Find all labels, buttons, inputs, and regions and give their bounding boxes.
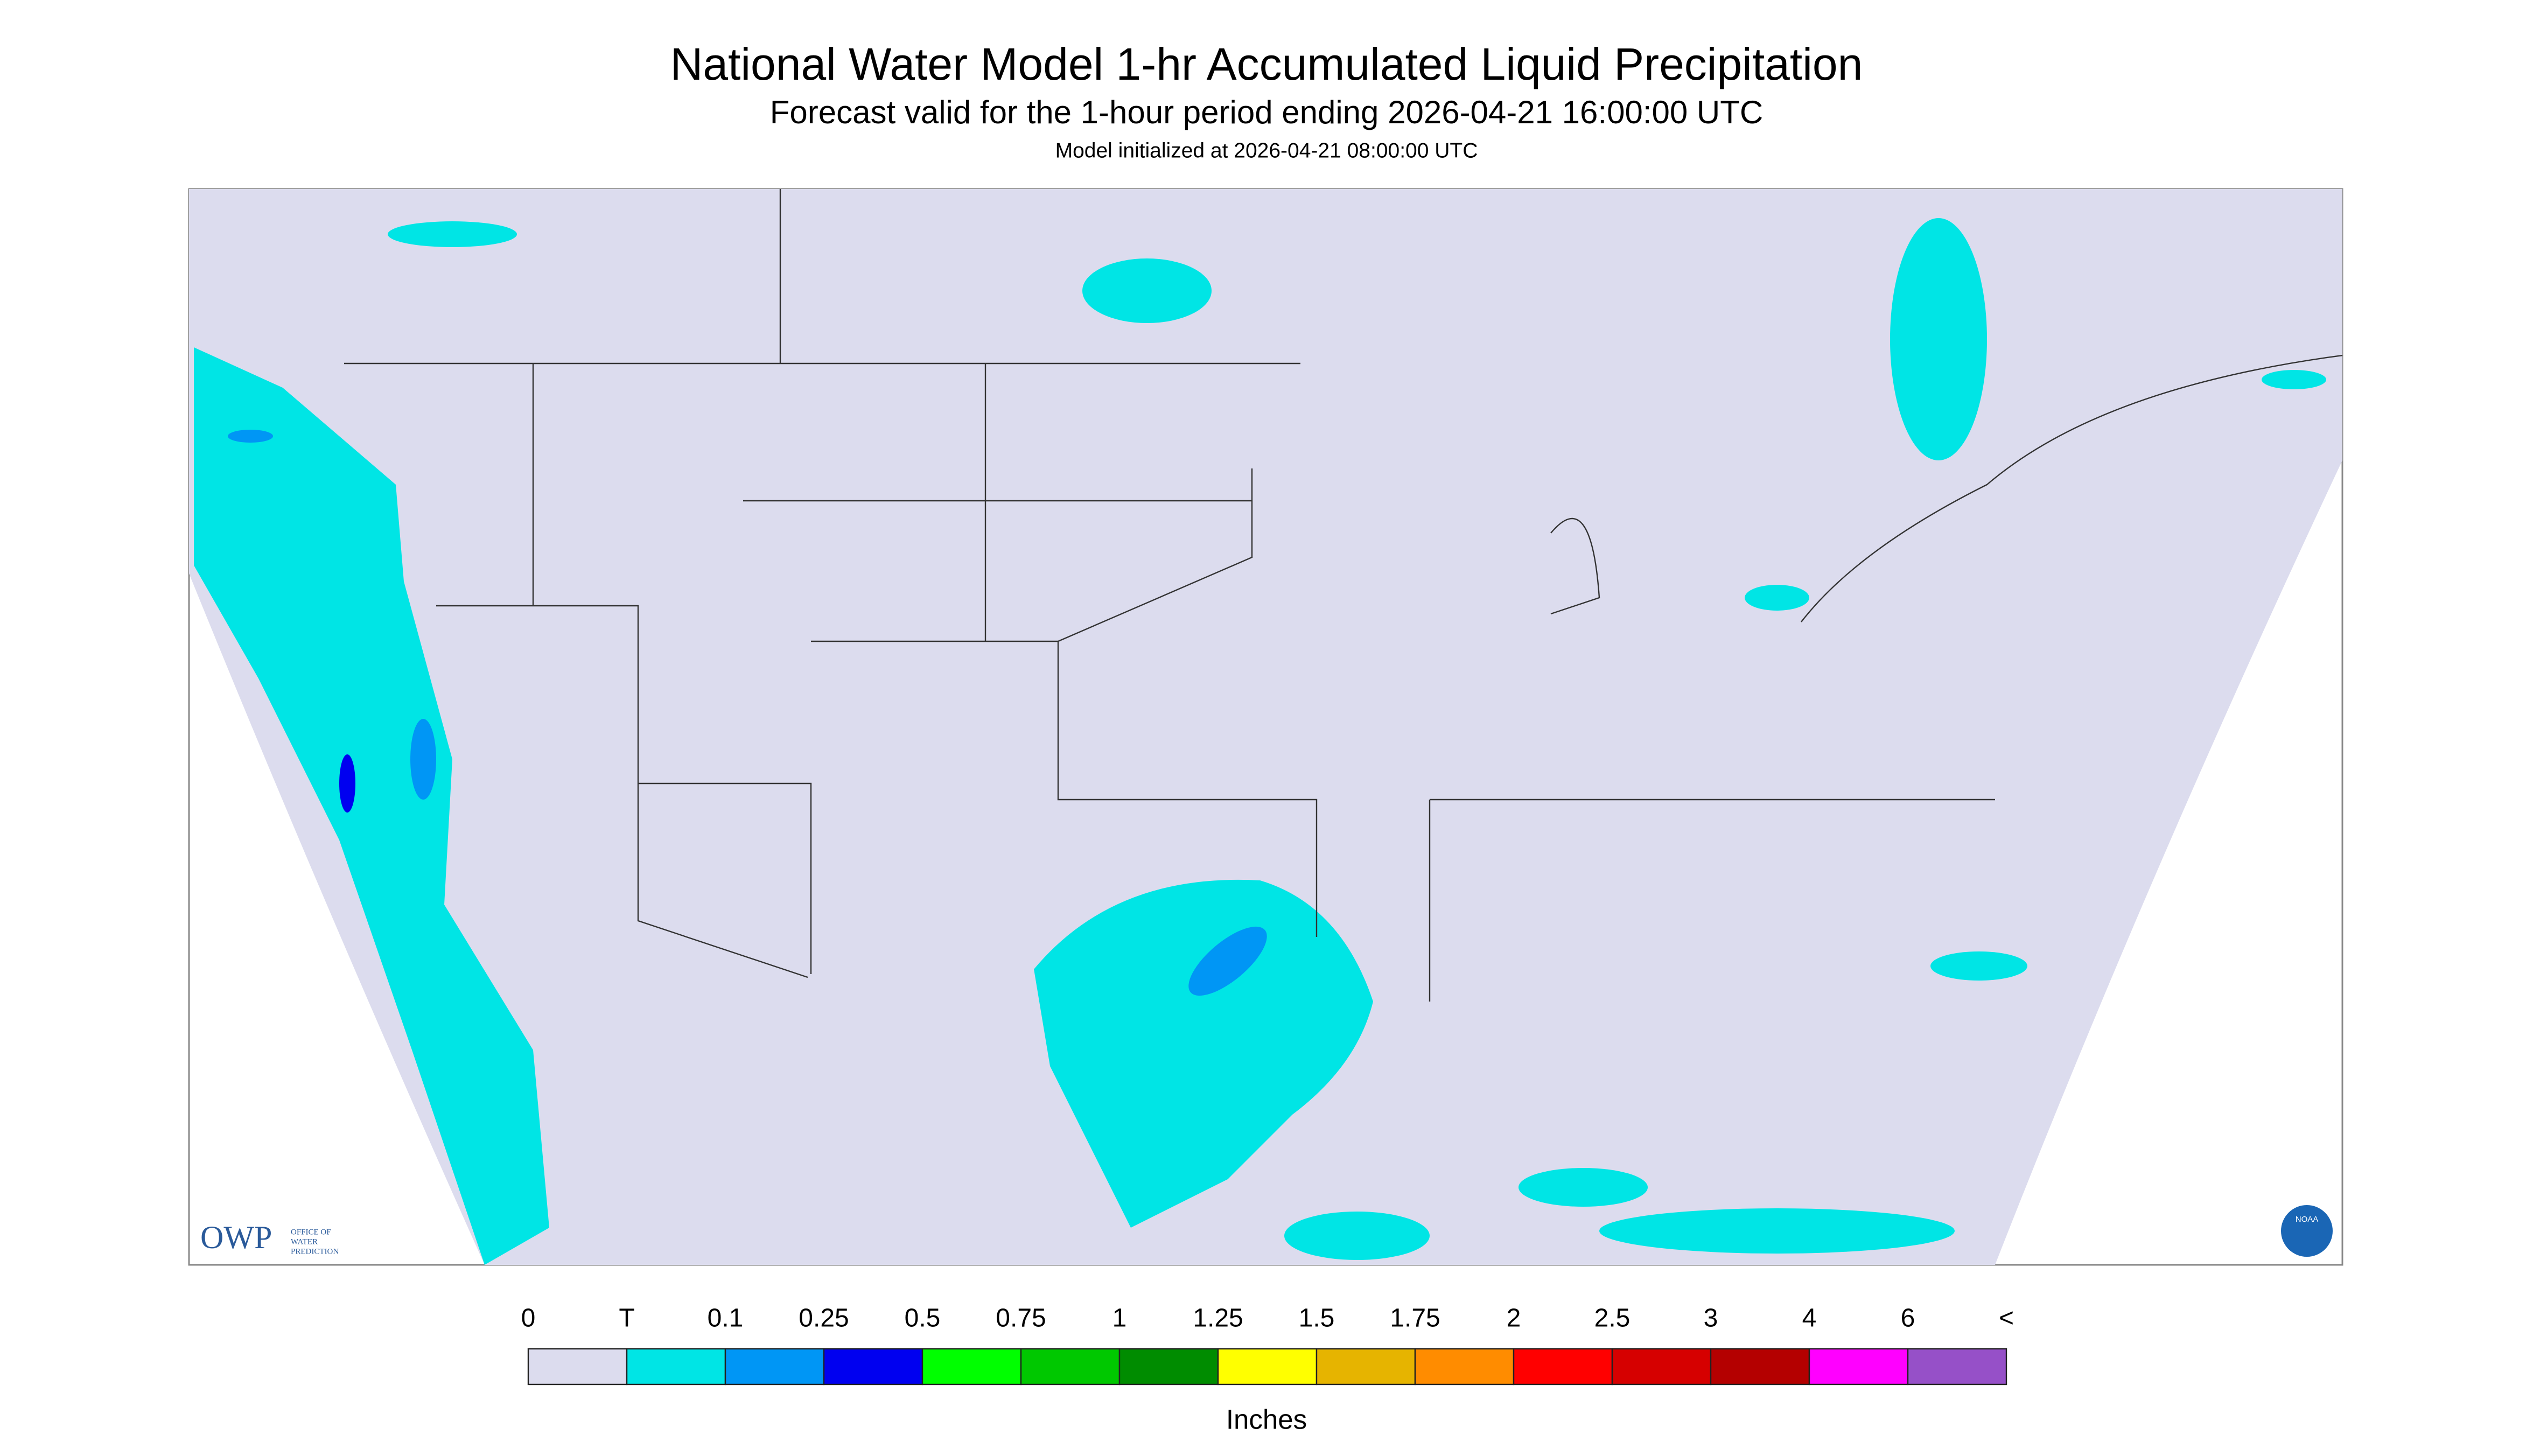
legend-swatch — [1217, 1348, 1318, 1385]
legend-label: 2 — [1507, 1304, 1521, 1333]
legend-swatch — [1907, 1348, 2007, 1385]
legend-label: 6 — [1901, 1304, 1915, 1333]
legend-swatch — [1611, 1348, 1712, 1385]
legend-label: 0.5 — [905, 1304, 941, 1333]
legend-swatch — [1020, 1348, 1121, 1385]
border-lines — [1550, 354, 2343, 622]
legend-label: 1.5 — [1299, 1304, 1335, 1333]
precip-area — [1284, 1212, 1430, 1261]
legend-swatch — [1513, 1348, 1613, 1385]
noaa-logo — [2281, 1205, 2333, 1257]
precip-area — [1890, 218, 1987, 461]
precip-area — [1034, 879, 1373, 1228]
precip-areas — [194, 218, 2326, 1265]
legend-label: 0 — [521, 1304, 536, 1333]
precip-area — [2262, 370, 2326, 390]
precip-area — [1082, 258, 1212, 324]
legend-label: 2.5 — [1594, 1304, 1631, 1333]
precip-area — [388, 221, 517, 248]
legend-label: < — [1999, 1304, 2014, 1333]
precip-heavy — [228, 430, 1267, 996]
precip-area — [194, 347, 549, 1265]
owp-logo-line: PREDICTION — [291, 1247, 339, 1256]
legend-label: 1 — [1112, 1304, 1127, 1333]
legend-label: T — [619, 1304, 634, 1333]
init-note: Model initialized at 2026-04-21 08:00:00… — [1055, 139, 1478, 162]
precip-area — [1519, 1168, 1648, 1207]
legend-label: 1.75 — [1390, 1304, 1440, 1333]
noaa-logo-text: NOAA — [2296, 1215, 2319, 1224]
owp-logo: OWP — [200, 1220, 272, 1255]
legend-label: 0.75 — [996, 1304, 1046, 1333]
legend-swatch — [1808, 1348, 1909, 1385]
legend-swatch — [823, 1348, 923, 1385]
precip-area — [410, 719, 436, 800]
legend-swatch — [724, 1348, 825, 1385]
precip-area — [1188, 926, 1267, 996]
legend-unit: Inches — [1226, 1404, 1307, 1434]
legend-label: 4 — [1802, 1304, 1817, 1333]
legend-swatch — [921, 1348, 1022, 1385]
model-domain — [189, 189, 2342, 1265]
precip-area — [1930, 951, 2027, 981]
legend-label: 3 — [1704, 1304, 1718, 1333]
legend-label: 0.25 — [799, 1304, 849, 1333]
legend-swatch — [1316, 1348, 1416, 1385]
precip-area — [228, 430, 273, 443]
subtitle: Forecast valid for the 1-hour period end… — [770, 94, 1763, 130]
legend-swatch — [1118, 1348, 1219, 1385]
borders — [344, 189, 2343, 1002]
precip-area — [1745, 585, 1809, 611]
legend-swatch — [1710, 1348, 1810, 1385]
state-lines — [344, 189, 1995, 1002]
owp-logo-line: OFFICE OF — [291, 1228, 331, 1236]
precip-area — [1599, 1208, 1955, 1254]
legend-swatch — [527, 1348, 628, 1385]
title: National Water Model 1-hr Accumulated Li… — [670, 39, 1863, 89]
owp-logo-line: WATER — [291, 1237, 318, 1246]
precip-area — [339, 754, 355, 813]
legend-label: 1.25 — [1193, 1304, 1243, 1333]
legend-label: 0.1 — [708, 1304, 744, 1333]
legend-swatch — [626, 1348, 726, 1385]
legend-swatch — [1414, 1348, 1515, 1385]
legend: 0 T 0.1 0.25 0.5 0.75 1 1.25 1.5 1.75 2 2.5 3 4 6 < — [521, 1304, 2014, 1385]
